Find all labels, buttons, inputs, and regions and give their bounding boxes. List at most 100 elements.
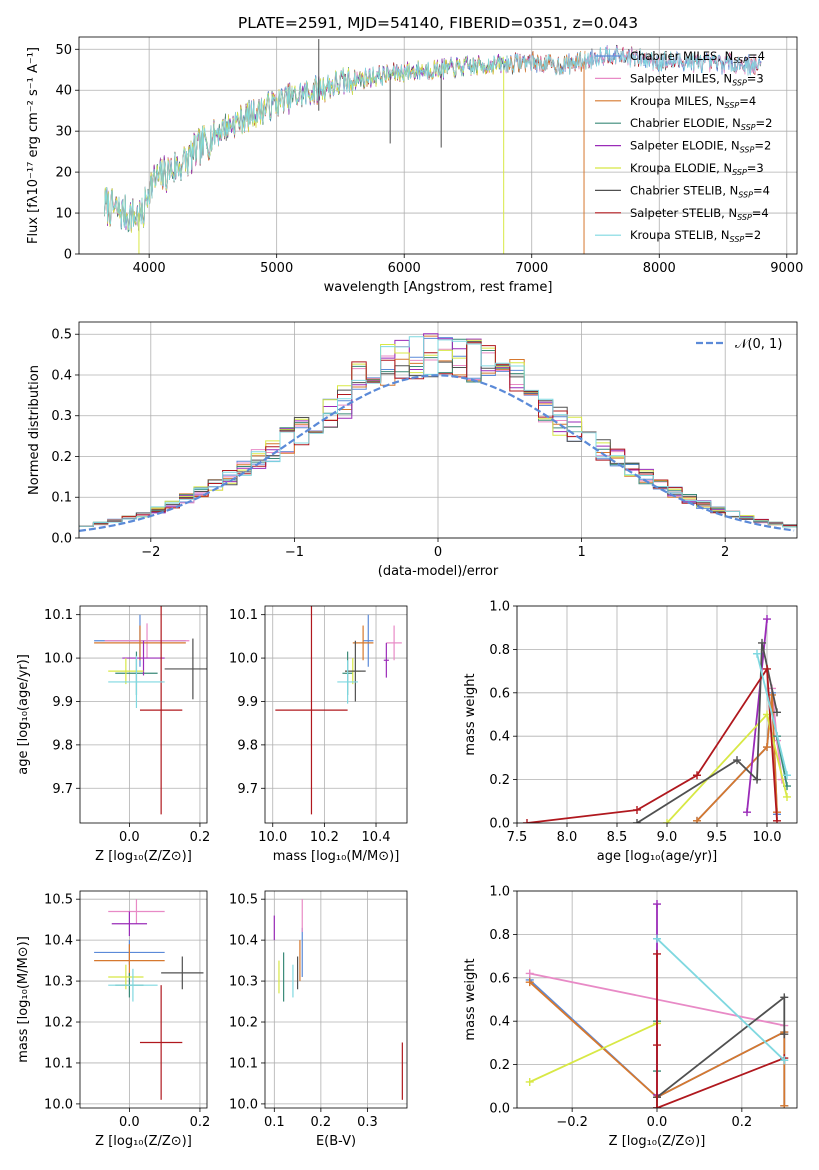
x-tick-label: 9.0 [657,830,678,845]
legend-value: =4 [748,49,765,63]
weight-vs-Z-chart: −0.2 0.0 0.2 0.0 0.2 0.4 0.6 0.8 1.0 Z [log₁₀(Z/Z… [463,885,798,1149]
legend-entry: Kroupa STELIB, NSSP=2 [630,228,761,244]
legend-label: Salpeter STELIB, N [630,206,737,220]
x-tick-label: 0 [434,545,442,560]
y-tick-label: 10.2 [229,1016,258,1031]
legend-entry: Salpeter ELODIE, NSSP=2 [630,139,771,155]
x-tick-label: 8.5 [607,830,628,845]
residuals-chart: −2 −1 0 1 2 0.0 0.1 0.2 0.3 0.4 0.5 (data-model)/er… [27,321,798,579]
legend-label: Kroupa MILES, N [630,94,725,108]
y-tick-label: 0.2 [489,1058,510,1073]
y-axis-label: mass weight [463,958,478,1040]
y-tick-label: 9.8 [52,738,73,753]
y-tick-label: 0 [64,248,72,263]
legend-label: Chabrier STELIB, N [630,183,738,197]
x-tick-label: 6000 [388,261,421,276]
y-tick-label: 0.8 [489,643,510,658]
weight-line [656,953,785,1108]
chart-title: PLATE=2591, MJD=54140, FIBERID=0351, z=0… [238,14,638,32]
legend-entry: Chabrier ELODIE, NSSP=2 [630,116,772,132]
x-tick-label: −0.2 [556,1115,588,1130]
x-axis-label: Z [log₁₀(Z/Z⊙)] [609,1134,706,1149]
weight-marker [743,808,751,817]
mass-vs-ebv-plot-area [273,899,403,1100]
weight-vs-Z-frame [516,890,798,1109]
legend-label: Salpeter ELODIE, N [630,139,740,153]
weight-line [526,666,778,823]
x-tick-label: 7.5 [507,830,528,845]
x-tick-label: 5000 [260,261,293,276]
mass-vs-ebv-frame [264,890,408,1109]
mass-vs-Z-plot-area [94,899,204,1100]
weight-marker [633,805,641,814]
weight-marker [633,819,641,823]
y-tick-label: 10.2 [44,1016,73,1031]
age-vs-Z-chart: 0.0 0.2 9.7 9.8 9.9 10.0 10.1 Z [log₁₀(Z/Z⊙)] ag… [16,605,210,864]
weight-marker [525,969,534,978]
gaussian-curve [79,374,795,532]
age-vs-mass-frame [264,605,408,824]
y-tick-label: 10 [55,207,72,222]
x-tick-label: 0.1 [264,1115,285,1130]
legend-label: Salpeter MILES, N [630,71,732,85]
x-tick-label: 10.0 [258,830,287,845]
y-axis-label: mass [log₁₀(M/M⊙)] [16,936,31,1063]
y-axis-label: age [log₁₀(age/yr)] [16,654,31,775]
x-tick-label: 0.2 [190,1115,211,1130]
x-tick-label: 9.5 [707,830,728,845]
weight-vs-age-grid [516,605,797,824]
weight-marker [653,934,661,943]
weight-marker [758,638,766,647]
legend-value: =3 [747,71,764,85]
spectrum-chabrier-elodie-line [104,55,507,233]
x-tick-label: 2 [721,545,729,560]
legend-entry: Kroupa MILES, NSSP=4 [630,94,756,110]
x-tick-label: 4000 [133,261,166,276]
weight-marker [733,756,741,765]
legend-label: Chabrier ELODIE, N [630,116,741,130]
weight-marker [780,1030,789,1039]
weight-marker [653,949,661,958]
legend-value: =4 [752,206,769,220]
x-tick-label: 0.0 [647,1115,668,1130]
spectrum-kroupa-stelib-line [104,46,761,233]
legend-entry: Chabrier STELIB, NSSP=4 [630,183,770,199]
y-tick-label: 20 [55,166,72,181]
x-tick-label: −2 [141,545,160,560]
histogram-kroupa-stelib [79,336,797,528]
age-vs-mass-grid [265,606,407,823]
weight-marker [763,743,771,752]
y-tick-label: 10.0 [44,652,73,667]
y-tick-label: 9.7 [237,782,258,797]
y-tick-label: 10.0 [229,1097,258,1112]
y-tick-label: 0.4 [51,368,72,383]
age-vs-Z-grid [80,606,207,823]
legend-label: Kroupa STELIB, N [630,228,730,242]
y-tick-label: 10.1 [44,608,73,623]
x-tick-label: 0.2 [732,1115,753,1130]
weight-marker [523,819,531,823]
y-tick-label: 10.4 [44,934,73,949]
weight-marker [693,816,701,823]
y-tick-label: 0.6 [489,686,510,701]
y-tick-label: 10.1 [229,608,258,623]
y-tick-label: 40 [55,84,72,99]
legend-entry: Salpeter STELIB, NSSP=4 [630,206,769,222]
y-tick-label: 10.0 [44,1097,73,1112]
weight-line [656,938,785,1061]
legend-entry: 𝒩(0, 1) [735,337,782,352]
legend-value: =2 [754,139,771,153]
y-axis-label: Flux [fλ10⁻¹⁷ erg cm⁻² s⁻¹ A⁻¹] [26,47,41,244]
legend-value: =2 [744,228,761,242]
x-tick-label: 0.2 [311,1115,332,1130]
x-tick-label: 8.0 [557,830,578,845]
weight-marker [763,615,771,624]
y-tick-label: 0.4 [489,730,510,745]
y-tick-label: 0.6 [489,971,510,986]
legend-value: =4 [753,183,770,197]
mass-vs-ebv-grid [265,891,407,1108]
legend-entry: Kroupa ELODIE, NSSP=3 [630,161,764,177]
mass-vs-ebv-chart: 0.1 0.2 0.3 10.0 10.1 10.2 10.3 10.4 10.5 E(B-V) [229,890,408,1149]
weight-marker [780,1056,789,1065]
y-tick-label: 10.3 [229,975,258,990]
